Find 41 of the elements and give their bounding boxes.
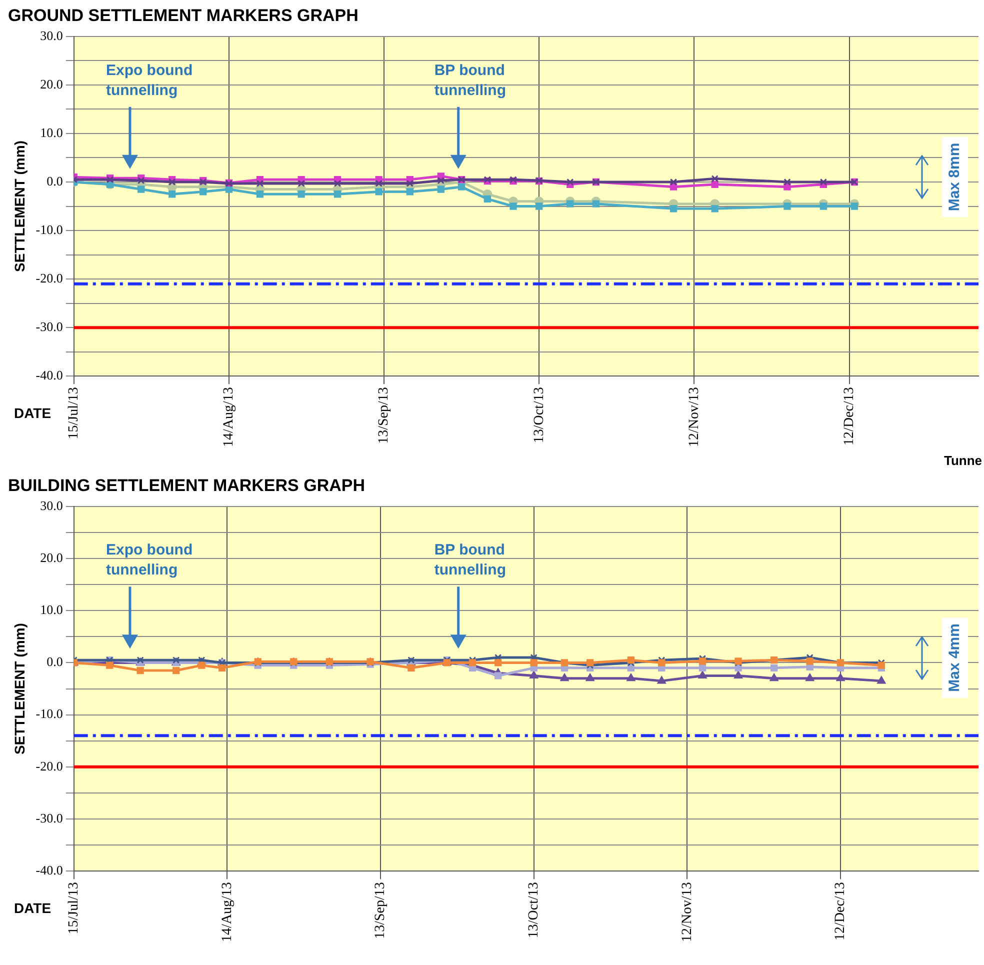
x-tick-label: 12/Nov/13 — [680, 882, 695, 942]
chart-title: GROUND SETTLEMENT MARKERS GRAPH — [8, 6, 358, 25]
x-tick-label: 15/Jul/13 — [66, 387, 82, 440]
x-tick-label: 14/Aug/13 — [222, 387, 237, 447]
y-tick-label: 30.0 — [40, 28, 63, 43]
annotation: Expo bound tunnelling — [106, 62, 193, 99]
y-tick-label: 10.0 — [40, 124, 63, 140]
x-tick-label: 13/Sep/13 — [376, 387, 392, 444]
y-tick-label: 0.0 — [46, 654, 63, 670]
x-tick-label: 12/Dec/13 — [833, 882, 848, 940]
annotation: BP bound tunnelling — [434, 62, 506, 99]
x-axis-title: DATE — [14, 404, 52, 421]
x-tick-label: 13/Oct/13 — [532, 387, 547, 444]
y-tick-label: 20.0 — [40, 76, 63, 92]
y-tick-label: 10.0 — [40, 602, 63, 618]
text: Tunne — [944, 453, 982, 468]
x-tick-label: 15/Jul/13 — [66, 882, 82, 934]
y-tick-label: -30.0 — [36, 319, 63, 334]
y-tick-label: -40.0 — [36, 368, 63, 383]
y-tick-label: -40.0 — [36, 862, 63, 878]
x-tick-label: 14/Aug/13 — [220, 882, 235, 942]
y-tick-label: 20.0 — [40, 550, 63, 565]
y-tick-label: -10.0 — [36, 706, 63, 722]
y-tick-label: -30.0 — [36, 810, 63, 826]
x-tick-label: 13/Oct/13 — [526, 882, 542, 938]
x-axis-title: DATE — [14, 900, 52, 916]
annotation: Max 4mm — [946, 624, 964, 692]
annotation: Max 8mm — [946, 142, 964, 212]
y-tick-label: 0.0 — [46, 173, 63, 188]
y-axis-title: SETTLEMENT (mm) — [11, 623, 28, 754]
x-tick-label: 12/Nov/13 — [686, 387, 702, 447]
y-tick-label: 30.0 — [40, 498, 63, 513]
x-tick-label: 13/Sep/13 — [373, 882, 388, 939]
y-axis-title: SETTLEMENT (mm) — [11, 140, 28, 272]
x-tick-label: 12/Dec/13 — [842, 387, 857, 446]
annotation: Expo bound tunnelling — [106, 542, 193, 579]
y-tick-label: -10.0 — [36, 222, 63, 237]
chart-title: BUILDING SETTLEMENT MARKERS GRAPH — [8, 476, 365, 495]
y-tick-label: -20.0 — [36, 270, 63, 286]
annotation: BP bound tunnelling — [434, 542, 506, 579]
y-tick-label: -20.0 — [36, 758, 63, 774]
